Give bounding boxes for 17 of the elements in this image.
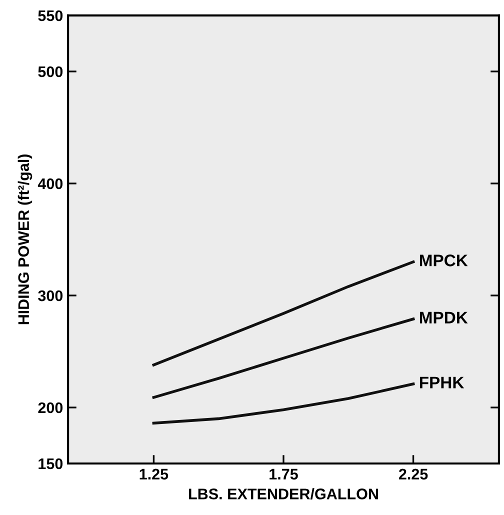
line-series [152, 382, 415, 425]
line-series [152, 260, 415, 366]
y-tick-label: 400 [38, 178, 63, 190]
line-series [152, 318, 415, 399]
series-label: FPHK [420, 376, 464, 388]
y-tick-label: 150 [38, 458, 63, 470]
series-label: MPCK [420, 254, 468, 266]
y-tick-label: 200 [38, 402, 63, 414]
y-tick-label: 500 [38, 66, 63, 78]
x-tick-label: 2.25 [398, 468, 428, 480]
x-axis-title: LBS. EXTENDER/GALLON [189, 488, 378, 500]
series-label: MPDK [420, 312, 468, 324]
y-axis-title: HIDING POWER (ft²/gal) [18, 154, 32, 324]
y-tick-label: 550 [38, 10, 63, 22]
y-tick-label: 300 [38, 290, 63, 302]
x-tick-label: 1.25 [140, 468, 168, 480]
x-tick-label: 1.75 [270, 468, 298, 480]
